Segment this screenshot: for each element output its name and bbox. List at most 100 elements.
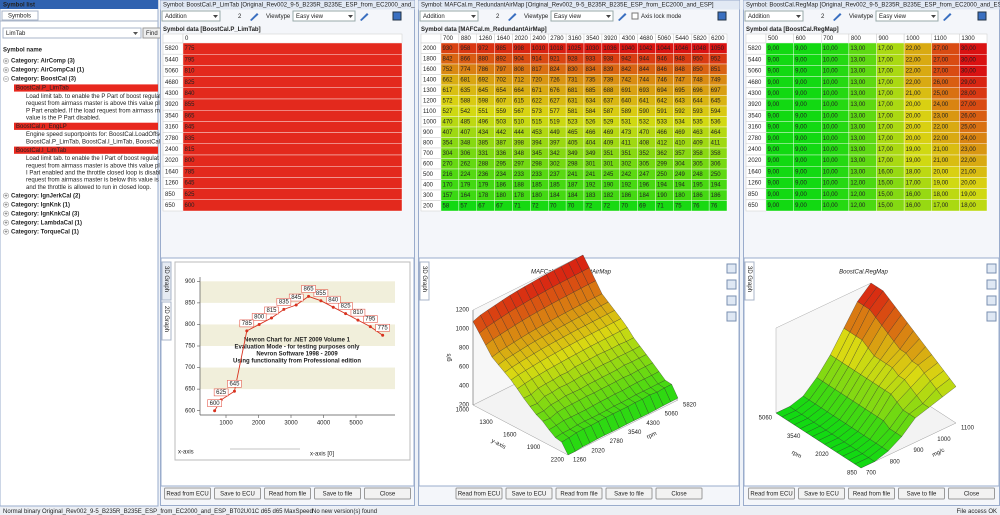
button[interactable] xyxy=(655,487,703,500)
edit-icon[interactable] xyxy=(618,13,627,21)
button[interactable] xyxy=(848,487,895,500)
button-label[interactable]: Save to ECU xyxy=(512,491,547,497)
button-label[interactable]: Close xyxy=(380,491,396,497)
button[interactable] xyxy=(455,487,503,500)
graph-tab-label[interactable]: 3D Graph xyxy=(163,266,169,292)
cell-value: 536 xyxy=(711,119,722,125)
button-label[interactable]: Read from file xyxy=(853,491,891,497)
step-value: 2 xyxy=(821,14,825,20)
edit-icon[interactable] xyxy=(250,13,259,21)
cell-value: 1044 xyxy=(657,46,671,52)
button-label[interactable]: Save to ECU xyxy=(804,491,839,497)
find-label[interactable]: Find xyxy=(146,31,158,37)
category[interactable]: Category: IgnKnkCal (3) xyxy=(11,211,79,217)
search-input[interactable] xyxy=(2,27,142,39)
button[interactable] xyxy=(555,487,603,500)
checkbox[interactable] xyxy=(631,12,639,20)
graph-tool[interactable] xyxy=(986,279,997,290)
tab[interactable] xyxy=(1,10,39,21)
mode-dropdown[interactable] xyxy=(161,10,221,22)
cell-value: 637 xyxy=(603,98,614,104)
table-cell xyxy=(182,121,403,133)
window-title: Symbol: BoostCal.P_LimTab [Original_Rev0… xyxy=(163,3,428,9)
graph-tool[interactable] xyxy=(726,295,737,306)
button[interactable] xyxy=(898,487,945,500)
edit-icon[interactable] xyxy=(833,13,842,21)
graph-tool[interactable] xyxy=(726,279,737,290)
cell-value: 485 xyxy=(460,119,471,125)
mode-dropdown[interactable] xyxy=(744,10,804,22)
graph-tab[interactable] xyxy=(744,261,755,301)
cell-value: 194 xyxy=(657,182,668,188)
button[interactable] xyxy=(798,487,845,500)
graph-tab-label[interactable]: 2D Graph xyxy=(163,306,169,332)
viewtype-dropdown[interactable] xyxy=(292,10,356,22)
category[interactable]: Category: LambdaCal (1) xyxy=(11,220,82,226)
symbol-highlight[interactable] xyxy=(14,122,158,130)
button[interactable] xyxy=(605,487,653,500)
data-point xyxy=(270,316,273,320)
table-cell xyxy=(182,177,403,189)
graph-tab-label[interactable]: 3D Graph xyxy=(746,266,752,292)
row-tick-label: 2200 xyxy=(551,458,565,464)
tab-label[interactable]: Symbols xyxy=(8,14,31,20)
edit-icon[interactable] xyxy=(508,13,517,21)
button-label[interactable]: Save to file xyxy=(323,491,353,497)
edit-icon[interactable] xyxy=(943,13,952,21)
button-label[interactable]: Close xyxy=(671,491,687,497)
graph-tab[interactable] xyxy=(419,261,430,301)
button[interactable] xyxy=(748,487,795,500)
graph-tool[interactable] xyxy=(726,263,737,274)
category[interactable]: Category: AirCompCal (1) xyxy=(11,68,84,74)
cell-value: 9,00 xyxy=(795,91,807,97)
graph-tab[interactable] xyxy=(161,301,172,341)
graph-tab[interactable] xyxy=(161,261,172,301)
graph-tool[interactable] xyxy=(986,295,997,306)
button[interactable] xyxy=(314,487,361,500)
symbol-name[interactable]: BoostCal.n_EngLP xyxy=(16,124,67,130)
symbol-highlight[interactable] xyxy=(14,146,158,154)
save-icon[interactable] xyxy=(392,11,402,21)
cell-value: 196 xyxy=(639,182,650,188)
viewtype-dropdown[interactable] xyxy=(550,10,614,22)
graph-tool[interactable] xyxy=(986,263,997,274)
button-label[interactable]: Save to file xyxy=(614,491,644,497)
button-label[interactable]: Read from file xyxy=(560,491,598,497)
column-header: 1640 xyxy=(497,36,511,42)
category[interactable]: Category: TorqueCal (1) xyxy=(11,229,79,235)
button-label[interactable]: Read from file xyxy=(269,491,307,497)
category[interactable]: Category: IgnKnk (1) xyxy=(11,202,70,208)
graph-tab-label[interactable]: 3D Graph xyxy=(421,266,427,292)
button[interactable] xyxy=(948,487,995,500)
symbol-highlight[interactable] xyxy=(14,84,158,92)
button-label[interactable]: Save to file xyxy=(907,491,937,497)
cell-value: 842 xyxy=(621,67,632,73)
symbol-name[interactable]: BoostCal.P_LimTab xyxy=(16,86,69,92)
category[interactable]: Category: AirComp (3) xyxy=(11,59,75,65)
button[interactable] xyxy=(264,487,311,500)
button[interactable] xyxy=(364,487,411,500)
graph-tool[interactable] xyxy=(986,311,997,322)
edit-icon[interactable] xyxy=(360,13,369,21)
button[interactable] xyxy=(505,487,553,500)
cell-value: 22,00 xyxy=(906,69,922,75)
cell-value: 9,00 xyxy=(795,192,807,198)
button-label[interactable]: Read from ECU xyxy=(750,491,792,497)
viewtype-dropdown[interactable] xyxy=(875,10,939,22)
cell-value: 411 xyxy=(621,140,631,146)
mode-dropdown[interactable] xyxy=(419,10,479,22)
button[interactable] xyxy=(164,487,211,500)
category[interactable]: Category: IgnJerkCal (2) xyxy=(11,193,80,199)
save-icon[interactable] xyxy=(977,11,987,21)
save-icon[interactable] xyxy=(717,11,727,21)
button-label[interactable]: Read from ECU xyxy=(166,491,208,497)
button-label[interactable]: Save to ECU xyxy=(220,491,255,497)
button-label[interactable]: Read from ECU xyxy=(458,491,500,497)
cell-value: 702 xyxy=(496,77,507,83)
graph-tool[interactable] xyxy=(726,311,737,322)
category[interactable]: Category: BoostCal (3) xyxy=(11,77,76,83)
symbol-name[interactable]: BoostCal.I_LimTab xyxy=(16,148,67,154)
button-label[interactable]: Close xyxy=(964,491,980,497)
button[interactable] xyxy=(214,487,261,500)
search-text: LimTab xyxy=(6,31,26,37)
